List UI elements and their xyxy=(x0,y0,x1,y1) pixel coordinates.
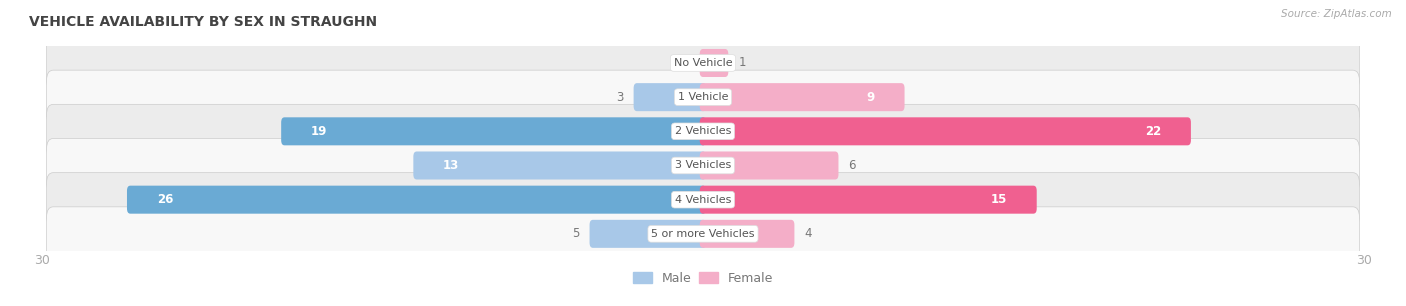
Legend: Male, Female: Male, Female xyxy=(628,267,778,290)
Text: 26: 26 xyxy=(156,193,173,206)
FancyBboxPatch shape xyxy=(127,186,706,214)
FancyBboxPatch shape xyxy=(700,83,904,111)
FancyBboxPatch shape xyxy=(700,186,1036,214)
Text: 4: 4 xyxy=(804,227,811,240)
Text: 1 Vehicle: 1 Vehicle xyxy=(678,92,728,102)
FancyBboxPatch shape xyxy=(46,207,1360,261)
FancyBboxPatch shape xyxy=(46,139,1360,192)
Text: 5: 5 xyxy=(572,227,579,240)
FancyBboxPatch shape xyxy=(700,151,838,180)
Text: Source: ZipAtlas.com: Source: ZipAtlas.com xyxy=(1281,9,1392,19)
FancyBboxPatch shape xyxy=(634,83,706,111)
Text: 15: 15 xyxy=(991,193,1007,206)
Text: No Vehicle: No Vehicle xyxy=(673,58,733,68)
Text: 1: 1 xyxy=(738,57,745,69)
Text: 3 Vehicles: 3 Vehicles xyxy=(675,160,731,170)
Text: 6: 6 xyxy=(848,159,856,172)
FancyBboxPatch shape xyxy=(46,36,1360,90)
Text: 19: 19 xyxy=(311,125,328,138)
Text: 13: 13 xyxy=(443,159,460,172)
Text: 9: 9 xyxy=(866,91,875,104)
FancyBboxPatch shape xyxy=(589,220,706,248)
FancyBboxPatch shape xyxy=(413,151,706,180)
Text: 4 Vehicles: 4 Vehicles xyxy=(675,195,731,205)
FancyBboxPatch shape xyxy=(700,117,1191,145)
Text: 2 Vehicles: 2 Vehicles xyxy=(675,126,731,136)
FancyBboxPatch shape xyxy=(46,173,1360,227)
Text: VEHICLE AVAILABILITY BY SEX IN STRAUGHN: VEHICLE AVAILABILITY BY SEX IN STRAUGHN xyxy=(30,16,377,29)
Text: 0: 0 xyxy=(678,57,685,69)
Text: 22: 22 xyxy=(1144,125,1161,138)
FancyBboxPatch shape xyxy=(46,70,1360,124)
FancyBboxPatch shape xyxy=(46,104,1360,158)
FancyBboxPatch shape xyxy=(700,220,794,248)
FancyBboxPatch shape xyxy=(700,49,728,77)
FancyBboxPatch shape xyxy=(281,117,706,145)
Text: 3: 3 xyxy=(616,91,624,104)
Text: 5 or more Vehicles: 5 or more Vehicles xyxy=(651,229,755,239)
